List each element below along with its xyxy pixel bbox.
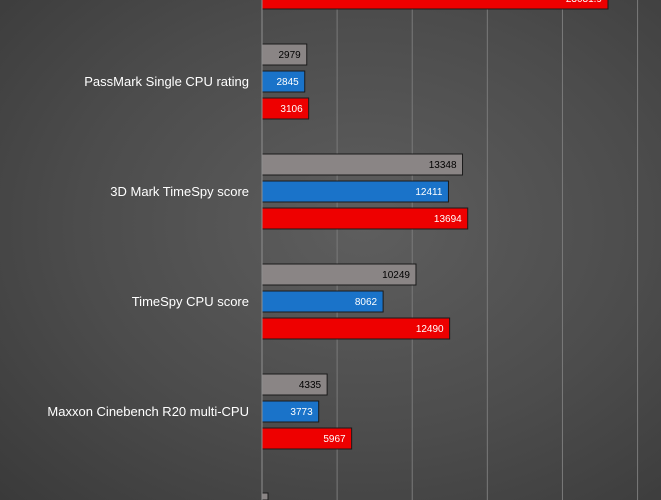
- bar: [261, 0, 609, 10]
- category-label: TimeSpy CPU score: [132, 294, 249, 309]
- data-label: 23031.9: [566, 0, 603, 5]
- category-label: Maxxon Cinebench R20 multi-CPU: [47, 404, 249, 419]
- data-label: 13694: [434, 214, 462, 225]
- data-label: 10249: [382, 270, 410, 281]
- data-label: 12411: [415, 187, 443, 198]
- data-label: 3773: [290, 407, 313, 418]
- data-label: 2845: [276, 77, 299, 88]
- data-label: 13348: [429, 160, 457, 171]
- data-label: 2979: [279, 50, 302, 61]
- category-label: 3D Mark TimeSpy score: [110, 184, 249, 199]
- data-label: 4335: [299, 380, 322, 391]
- data-label: 12490: [416, 324, 444, 335]
- data-label: 3106: [280, 104, 303, 115]
- data-label: 8062: [355, 297, 378, 308]
- category-label: PassMark Single CPU rating: [84, 74, 249, 89]
- data-label: 5967: [323, 434, 346, 445]
- gridlines: [336, 0, 639, 500]
- axis-stub: [261, 492, 269, 500]
